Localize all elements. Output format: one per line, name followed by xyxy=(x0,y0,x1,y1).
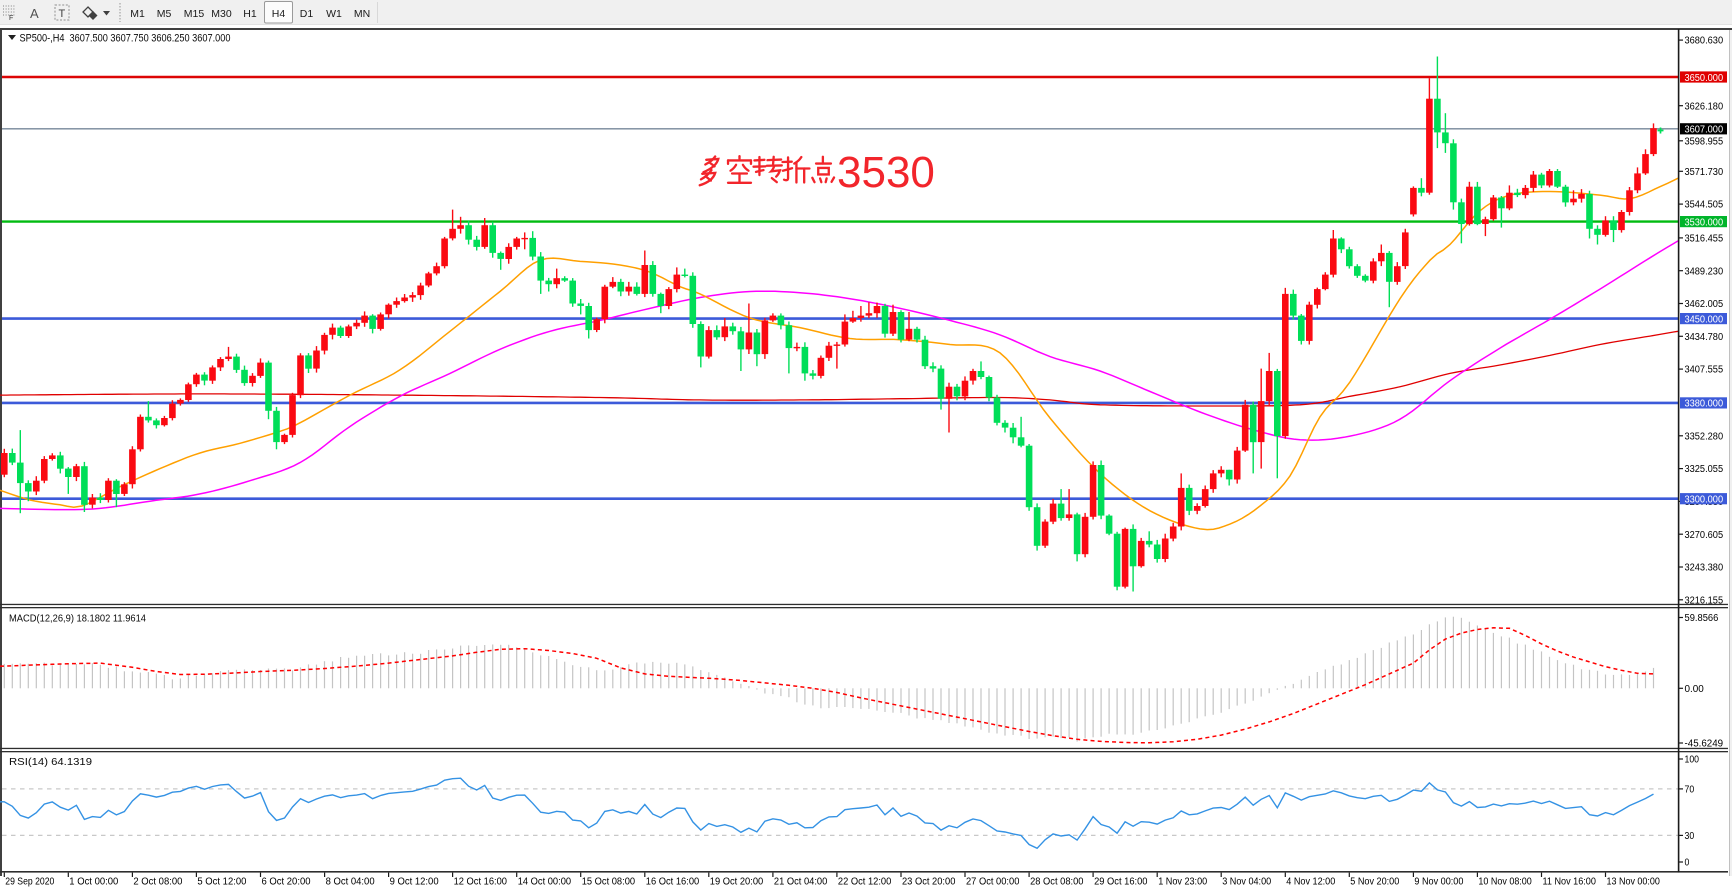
svg-text:RSI(14) 64.1319: RSI(14) 64.1319 xyxy=(9,756,92,768)
svg-text:3571.730: 3571.730 xyxy=(1685,167,1724,178)
svg-text:13 Nov 00:00: 13 Nov 00:00 xyxy=(1607,877,1661,888)
svg-text:SP500-,H4 3607.500 3607.750 3: SP500-,H4 3607.500 3607.750 3606.250 360… xyxy=(20,33,231,45)
svg-text:3450.000: 3450.000 xyxy=(1685,314,1724,325)
svg-text:M5: M5 xyxy=(157,8,172,20)
svg-text:3607.000: 3607.000 xyxy=(1685,125,1724,136)
svg-text:5 Nov 20:00: 5 Nov 20:00 xyxy=(1350,877,1399,888)
svg-text:3626.180: 3626.180 xyxy=(1685,101,1724,112)
svg-text:10 Nov 08:00: 10 Nov 08:00 xyxy=(1478,877,1532,888)
svg-text:9 Nov 00:00: 9 Nov 00:00 xyxy=(1414,877,1463,888)
svg-text:3 Nov 04:00: 3 Nov 04:00 xyxy=(1222,877,1271,888)
svg-text:A: A xyxy=(30,6,39,21)
svg-text:3407.555: 3407.555 xyxy=(1685,365,1724,376)
svg-text:4 Nov 12:00: 4 Nov 12:00 xyxy=(1286,877,1335,888)
svg-text:21 Oct 04:00: 21 Oct 04:00 xyxy=(774,877,828,888)
svg-text:3462.005: 3462.005 xyxy=(1685,299,1724,310)
svg-text:28 Oct 08:00: 28 Oct 08:00 xyxy=(1030,877,1084,888)
svg-text:3380.000: 3380.000 xyxy=(1685,399,1724,410)
svg-text:0: 0 xyxy=(1685,858,1690,869)
svg-text:MN: MN xyxy=(354,8,370,20)
svg-text:3489.230: 3489.230 xyxy=(1685,266,1724,277)
svg-text:3530: 3530 xyxy=(837,148,935,197)
svg-text:3352.280: 3352.280 xyxy=(1685,431,1724,442)
svg-text:3243.380: 3243.380 xyxy=(1685,563,1724,574)
svg-text:59.8566: 59.8566 xyxy=(1685,613,1719,624)
svg-text:19 Oct 20:00: 19 Oct 20:00 xyxy=(710,877,764,888)
svg-text:T: T xyxy=(59,8,66,20)
svg-text:11 Nov 16:00: 11 Nov 16:00 xyxy=(1543,877,1597,888)
svg-text:-45.6249: -45.6249 xyxy=(1685,739,1724,750)
svg-text:29 Sep 2020: 29 Sep 2020 xyxy=(5,877,54,888)
svg-text:15 Oct 08:00: 15 Oct 08:00 xyxy=(582,877,636,888)
svg-text:23 Oct 20:00: 23 Oct 20:00 xyxy=(902,877,956,888)
svg-text:3325.055: 3325.055 xyxy=(1685,464,1724,475)
svg-text:22 Oct 12:00: 22 Oct 12:00 xyxy=(838,877,892,888)
svg-text:9 Oct 12:00: 9 Oct 12:00 xyxy=(390,877,439,888)
svg-text:M15: M15 xyxy=(184,8,205,20)
svg-text:D1: D1 xyxy=(300,8,314,20)
svg-text:70: 70 xyxy=(1685,785,1695,796)
svg-text:1 Nov 23:00: 1 Nov 23:00 xyxy=(1158,877,1207,888)
svg-text:8 Oct 04:00: 8 Oct 04:00 xyxy=(326,877,375,888)
svg-text:M1: M1 xyxy=(130,8,145,20)
svg-text:3530.000: 3530.000 xyxy=(1685,217,1724,228)
svg-text:3598.955: 3598.955 xyxy=(1685,136,1724,147)
svg-text:12 Oct 16:00: 12 Oct 16:00 xyxy=(454,877,508,888)
svg-text:F: F xyxy=(9,15,13,22)
svg-text:14 Oct 00:00: 14 Oct 00:00 xyxy=(518,877,572,888)
svg-text:6 Oct 20:00: 6 Oct 20:00 xyxy=(262,877,311,888)
svg-text:3270.605: 3270.605 xyxy=(1685,530,1724,541)
svg-text:0.00: 0.00 xyxy=(1685,684,1705,695)
svg-text:3216.155: 3216.155 xyxy=(1685,595,1724,606)
svg-text:3650.000: 3650.000 xyxy=(1685,73,1724,84)
svg-text:W1: W1 xyxy=(326,8,342,20)
svg-text:3300.000: 3300.000 xyxy=(1685,495,1724,506)
svg-text:5 Oct 12:00: 5 Oct 12:00 xyxy=(197,877,246,888)
svg-text:3434.780: 3434.780 xyxy=(1685,332,1724,343)
svg-text:H1: H1 xyxy=(243,8,257,20)
svg-text:16 Oct 16:00: 16 Oct 16:00 xyxy=(646,877,700,888)
svg-text:H4: H4 xyxy=(272,8,286,20)
svg-text:3516.455: 3516.455 xyxy=(1685,234,1724,245)
svg-text:1 Oct 00:00: 1 Oct 00:00 xyxy=(69,877,118,888)
svg-text:29 Oct 16:00: 29 Oct 16:00 xyxy=(1094,877,1148,888)
svg-text:3680.630: 3680.630 xyxy=(1685,36,1724,47)
svg-text:100: 100 xyxy=(1685,755,1700,766)
svg-text:30: 30 xyxy=(1685,831,1695,842)
svg-text:M30: M30 xyxy=(211,8,232,20)
svg-text:27 Oct 00:00: 27 Oct 00:00 xyxy=(966,877,1020,888)
svg-text:2 Oct 08:00: 2 Oct 08:00 xyxy=(133,877,182,888)
svg-text:MACD(12,26,9) 18.1802 11.9614: MACD(12,26,9) 18.1802 11.9614 xyxy=(9,613,146,625)
svg-text:3544.505: 3544.505 xyxy=(1685,200,1724,211)
